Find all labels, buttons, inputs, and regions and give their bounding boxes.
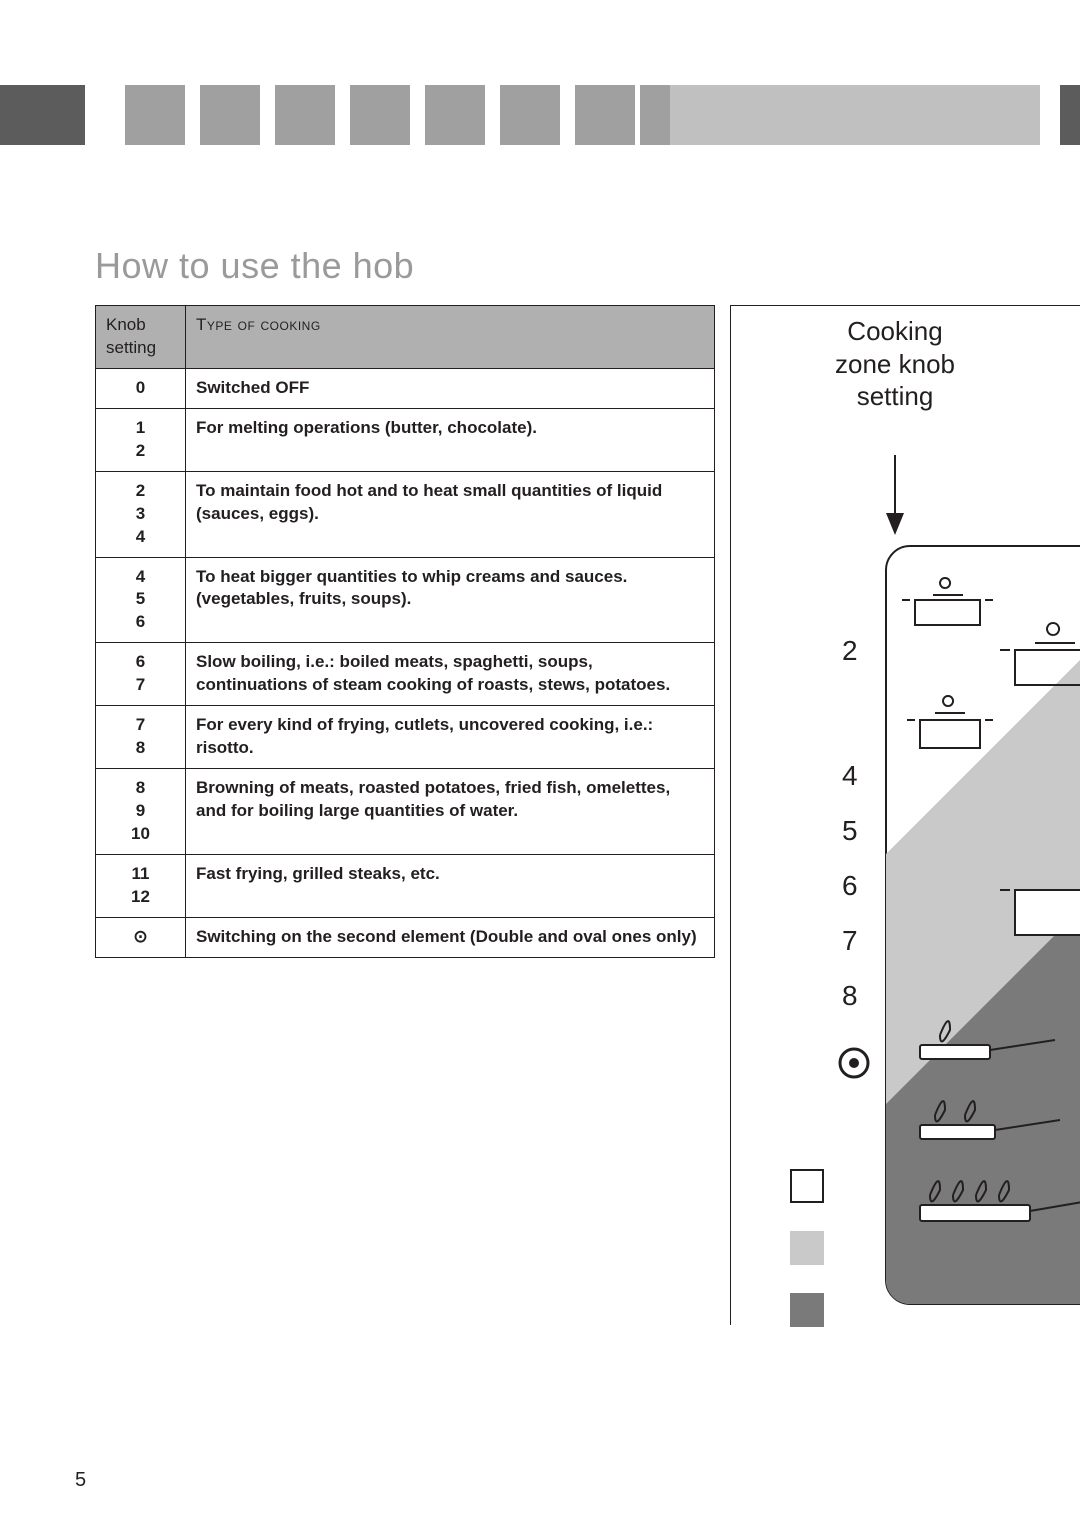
topbar-block <box>575 85 635 145</box>
table-row: 2 3 4To maintain food hot and to heat sm… <box>96 471 715 557</box>
legend <box>790 1169 824 1355</box>
knob-cell: 2 3 4 <box>96 471 186 557</box>
knob-cell: 1 2 <box>96 408 186 471</box>
settings-table-wrap: Knob setting Type of cooking 0Switched O… <box>95 305 715 958</box>
desc-cell: Fast frying, grilled steaks, etc. <box>186 854 715 917</box>
knob-cell: 8 9 10 <box>96 769 186 855</box>
topbar-block <box>350 85 410 145</box>
topbar-block <box>200 85 260 145</box>
knob-cell: 0 <box>96 368 186 408</box>
table-row: 4 5 6To heat bigger quantities to whip c… <box>96 557 715 643</box>
page-title: How to use the hob <box>95 245 414 287</box>
topbar-block <box>275 85 335 145</box>
arrow-down-icon <box>880 455 910 535</box>
topbar-block <box>0 85 85 145</box>
scale-number: 2 <box>842 635 858 667</box>
desc-cell: Browning of meats, roasted potatoes, fri… <box>186 769 715 855</box>
table-row: 1 2For melting operations (butter, choco… <box>96 408 715 471</box>
desc-cell: Switched OFF <box>186 368 715 408</box>
topbar-block <box>125 85 185 145</box>
topbar-block <box>670 85 1040 145</box>
page-number: 5 <box>75 1469 86 1492</box>
table-row: 11 12Fast frying, grilled steaks, etc. <box>96 854 715 917</box>
knob-cell: 11 12 <box>96 854 186 917</box>
desc-cell: Switching on the second element (Double … <box>186 917 715 957</box>
legend-swatch <box>790 1231 824 1265</box>
legend-swatch <box>790 1169 824 1203</box>
topbar-block <box>1060 85 1080 145</box>
heat-wedge-column <box>885 545 1080 1305</box>
diagram-panel: Cooking zone knob setting 2 4 5 6 7 8 <box>730 305 1080 1325</box>
table-row: 7 8For every kind of frying, cutlets, un… <box>96 706 715 769</box>
top-color-bar <box>0 85 1080 145</box>
second-element-icon <box>836 1045 872 1081</box>
topbar-block <box>425 85 485 145</box>
col-header-knob: Knob setting <box>96 306 186 369</box>
table-row: 8 9 10Browning of meats, roasted potatoe… <box>96 769 715 855</box>
table-row: ⊙Switching on the second element (Double… <box>96 917 715 957</box>
knob-cell: ⊙ <box>96 917 186 957</box>
knob-cell: 7 8 <box>96 706 186 769</box>
knob-cell: 6 7 <box>96 643 186 706</box>
knob-label: Cooking zone knob setting <box>820 315 970 413</box>
scale-number: 5 <box>842 815 858 847</box>
desc-cell: Slow boiling, i.e.: boiled meats, spaghe… <box>186 643 715 706</box>
desc-cell: To maintain food hot and to heat small q… <box>186 471 715 557</box>
desc-cell: To heat bigger quantities to whip creams… <box>186 557 715 643</box>
table-row: 0Switched OFF <box>96 368 715 408</box>
scale-number: 6 <box>842 870 858 902</box>
heat-wedge-svg <box>885 545 1080 1305</box>
desc-cell: For every kind of frying, cutlets, uncov… <box>186 706 715 769</box>
col-header-type: Type of cooking <box>186 306 715 369</box>
knob-cell: 4 5 6 <box>96 557 186 643</box>
desc-cell: For melting operations (butter, chocolat… <box>186 408 715 471</box>
page: How to use the hob Knob setting Type of … <box>0 0 1080 1532</box>
scale-number: 4 <box>842 760 858 792</box>
scale-number: 8 <box>842 980 858 1012</box>
topbar-block <box>500 85 560 145</box>
legend-swatch <box>790 1293 824 1327</box>
table-row: 6 7Slow boiling, i.e.: boiled meats, spa… <box>96 643 715 706</box>
settings-table: Knob setting Type of cooking 0Switched O… <box>95 305 715 958</box>
scale-number: 7 <box>842 925 858 957</box>
topbar-block <box>640 85 670 145</box>
